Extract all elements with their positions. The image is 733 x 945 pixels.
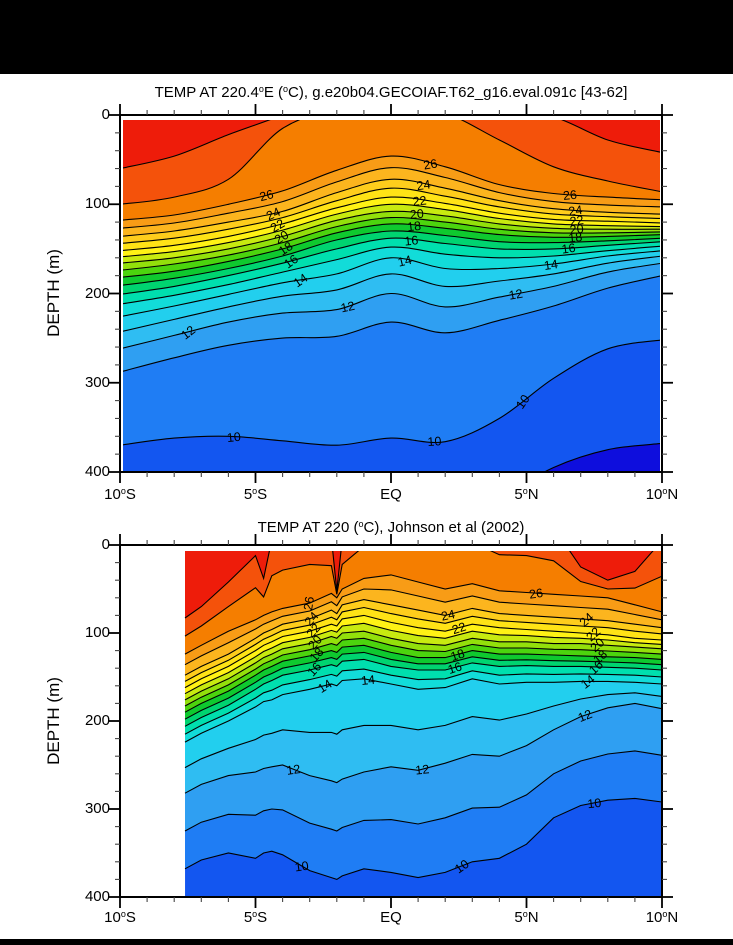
svg-text:14: 14 (360, 673, 375, 688)
panel2-title: TEMP AT 220 (oC), Johnson et al (2002) (257, 519, 525, 536)
svg-text:20: 20 (272, 228, 291, 247)
svg-text:12: 12 (415, 762, 430, 777)
svg-text:18: 18 (406, 219, 421, 234)
svg-text:16: 16 (281, 252, 301, 272)
y-tick-label: 400 (84, 463, 110, 480)
y-tick-label: 200 (84, 284, 110, 302)
x-tick-label: 5oN (514, 909, 539, 926)
y-tick-label: 200 (84, 712, 110, 729)
y-tick-label: 400 (84, 888, 110, 905)
svg-text:26: 26 (562, 188, 577, 203)
panel1-contour-lines (123, 120, 660, 472)
svg-text:26: 26 (528, 586, 544, 602)
y-tick-label: 100 (84, 624, 110, 641)
top-black-bar (0, 0, 733, 74)
svg-text:16: 16 (446, 659, 464, 677)
svg-text:20: 20 (569, 222, 584, 237)
svg-text:24: 24 (568, 203, 584, 219)
svg-text:14: 14 (315, 677, 334, 696)
panel2-contour-lines (184, 551, 662, 881)
svg-text:18: 18 (276, 239, 295, 258)
svg-text:18: 18 (449, 646, 467, 664)
y-tick-label: 100 (84, 195, 110, 213)
x-tick-label: 10oN (645, 909, 679, 926)
svg-text:24: 24 (440, 607, 457, 624)
svg-text:24: 24 (416, 177, 432, 193)
svg-text:14: 14 (543, 257, 559, 273)
svg-text:12: 12 (508, 287, 524, 303)
x-tick-label: 5oS (243, 486, 268, 503)
svg-text:26: 26 (422, 156, 438, 172)
x-tick-label: 5oS (243, 909, 268, 926)
svg-text:16: 16 (404, 233, 419, 248)
svg-text:10: 10 (513, 392, 532, 411)
svg-text:10: 10 (427, 434, 442, 449)
svg-text:10: 10 (226, 430, 241, 445)
svg-text:10: 10 (587, 796, 602, 811)
svg-text:24: 24 (264, 205, 282, 223)
svg-text:12: 12 (339, 299, 356, 316)
svg-text:10: 10 (294, 859, 310, 875)
svg-text:14: 14 (578, 672, 598, 692)
svg-text:20: 20 (409, 207, 424, 222)
svg-text:26: 26 (301, 595, 317, 611)
x-tick-label: 5oN (514, 486, 539, 503)
panel2-bands (185, 551, 662, 897)
svg-text:22: 22 (569, 213, 585, 229)
svg-text:18: 18 (568, 230, 583, 245)
y-tick-label: 0 (101, 536, 110, 553)
svg-text:16: 16 (561, 241, 577, 257)
x-tick-label: EQ (380, 486, 402, 503)
panel1-title: TEMP AT 220.4oE (oC), g.e20b04.GECOIAF.T… (154, 84, 628, 101)
y-tick-label: 300 (84, 373, 110, 391)
svg-text:12: 12 (576, 707, 594, 725)
svg-text:14: 14 (396, 253, 413, 270)
panel1-axes (109, 104, 673, 483)
y-tick-label: 300 (84, 800, 110, 817)
svg-text:22: 22 (412, 193, 427, 208)
bottom-black-bar (0, 939, 733, 945)
svg-text:22: 22 (268, 216, 287, 235)
svg-text:14: 14 (291, 271, 310, 290)
x-tick-label: 10oS (104, 486, 136, 503)
svg-text:22: 22 (450, 620, 468, 638)
x-tick-label: 10oN (645, 486, 679, 503)
x-tick-label: EQ (380, 909, 402, 926)
y-tick-label: 0 (101, 106, 110, 123)
panel2-axes (109, 534, 673, 908)
svg-text:12: 12 (178, 323, 198, 343)
svg-text:12: 12 (286, 762, 302, 778)
svg-text:26: 26 (258, 187, 275, 204)
panel1-contour-labels: 2624222018161412102624222018161412102624… (178, 156, 584, 449)
x-tick-label: 10oS (104, 909, 136, 926)
svg-text:10: 10 (452, 857, 471, 876)
